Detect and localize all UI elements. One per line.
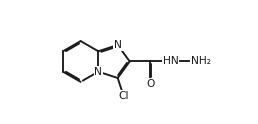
Text: O: O: [146, 79, 154, 89]
Text: Cl: Cl: [118, 91, 129, 101]
Text: NH₂: NH₂: [191, 56, 211, 66]
Text: N: N: [94, 67, 102, 77]
Text: HN: HN: [163, 56, 178, 66]
Text: N: N: [114, 40, 122, 50]
